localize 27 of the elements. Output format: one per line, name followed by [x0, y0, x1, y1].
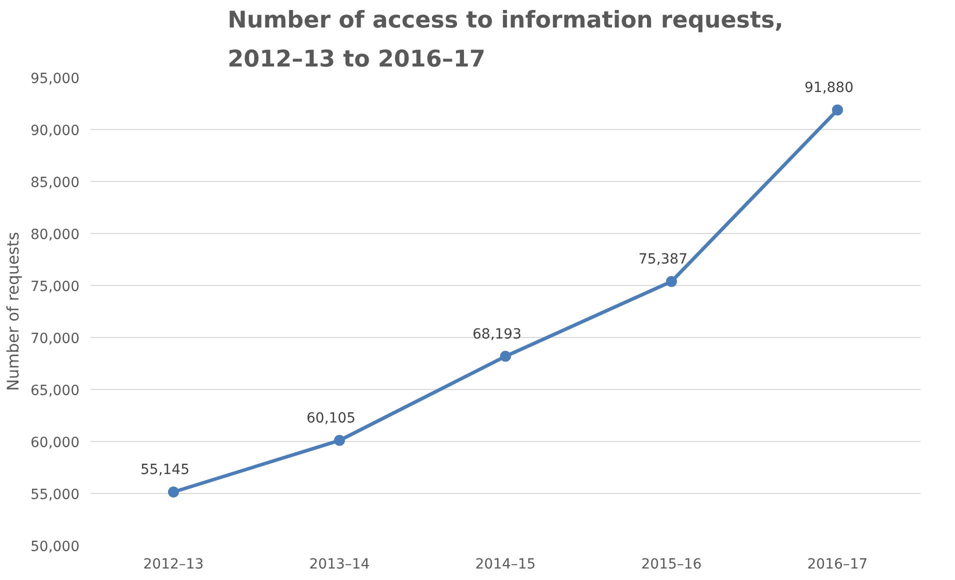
- y-tick-label: 60,000: [30, 435, 80, 451]
- data-label: 60,105: [306, 410, 356, 426]
- y-tick-label: 65,000: [30, 383, 80, 399]
- point: [334, 434, 345, 446]
- point: [168, 486, 179, 498]
- x-tick-label: 2016–17: [807, 556, 868, 572]
- x-tick-label: 2014–15: [475, 556, 536, 572]
- y-tick-label: 95,000: [30, 71, 80, 87]
- y-tick-label: 90,000: [30, 123, 80, 139]
- data-label: 91,880: [804, 80, 854, 96]
- point: [832, 104, 843, 116]
- y-tick-label: 70,000: [30, 331, 80, 347]
- chart-title: Number of access to information requests, 2012–13 to 2016–17: [228, 8, 784, 72]
- x-tick-label: 2015–16: [641, 556, 702, 572]
- data-label: 68,193: [472, 326, 522, 342]
- y-tick-label: 85,000: [30, 175, 80, 191]
- x-tick-label: 2012–13: [143, 556, 204, 572]
- y-tick-label: 55,000: [30, 487, 80, 503]
- x-tick-label: 2013–14: [309, 556, 370, 572]
- data-label: 55,145: [140, 462, 190, 478]
- data-label: 75,387: [638, 251, 688, 268]
- y-tick-label: 50,000: [30, 539, 80, 555]
- point: [666, 276, 677, 287]
- y-axis-title: Number of requests: [4, 232, 23, 392]
- point: [500, 350, 511, 362]
- y-tick-label: 75,000: [30, 279, 80, 295]
- y-tick-label: 80,000: [30, 227, 80, 243]
